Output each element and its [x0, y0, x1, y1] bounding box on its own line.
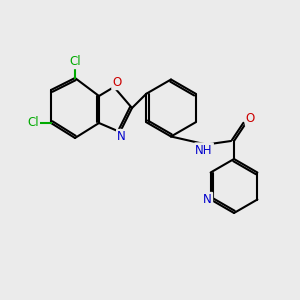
Text: NH: NH: [195, 143, 213, 157]
Text: O: O: [112, 76, 122, 89]
Text: Cl: Cl: [69, 55, 81, 68]
Text: Cl: Cl: [27, 116, 39, 130]
Text: O: O: [246, 112, 255, 125]
Text: N: N: [117, 130, 126, 143]
Text: N: N: [203, 193, 212, 206]
